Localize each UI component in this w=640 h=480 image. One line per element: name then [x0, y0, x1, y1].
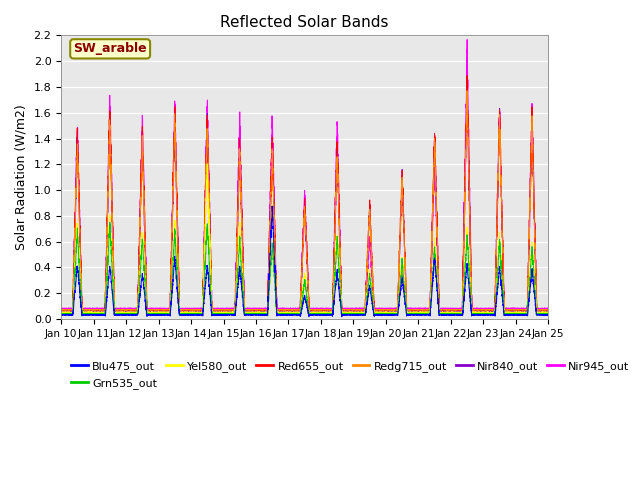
Legend: Blu475_out, Grn535_out, Yel580_out, Red655_out, Redg715_out, Nir840_out, Nir945_: Blu475_out, Grn535_out, Yel580_out, Red6… [67, 357, 634, 393]
Title: Reflected Solar Bands: Reflected Solar Bands [220, 15, 389, 30]
Text: SW_arable: SW_arable [74, 42, 147, 55]
Y-axis label: Solar Radiation (W/m2): Solar Radiation (W/m2) [15, 104, 28, 250]
